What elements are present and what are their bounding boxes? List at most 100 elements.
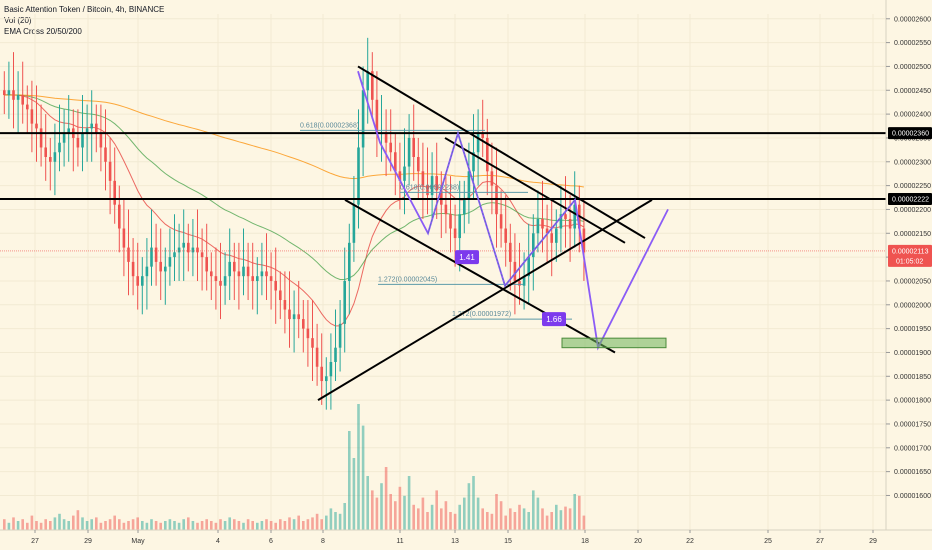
price-tick-label: 0.00002550 (894, 40, 931, 47)
candle-bearish (541, 218, 544, 229)
time-tick-label: 25 (764, 538, 772, 545)
volume-bar (131, 519, 135, 530)
candle-bearish (453, 228, 457, 239)
candle-bearish (136, 276, 139, 286)
candle-bearish (499, 214, 503, 229)
pattern-projection-line (427, 131, 576, 287)
volume-bar (509, 508, 512, 530)
volume-bar (371, 490, 374, 530)
candle-bullish (532, 233, 535, 258)
time-tick-label: 4 (216, 538, 220, 545)
volume-bar (338, 513, 342, 530)
volume-bar (214, 522, 218, 530)
candle-bullish (260, 271, 264, 277)
candle-bullish (343, 280, 346, 324)
candle-bullish (16, 95, 20, 100)
price-tick-label: 0.00002000 (894, 302, 931, 309)
volume-bar (361, 425, 365, 530)
chart-legend: Basic Attention Token / Bitcoin, 4h, BIN… (4, 4, 164, 37)
volume-bar (329, 508, 333, 530)
candle-bearish (219, 280, 222, 286)
volume-bar (394, 501, 397, 530)
volume-bar (237, 521, 241, 530)
volume-bar (472, 476, 475, 530)
channel-lower (344, 199, 616, 354)
candle-bearish (509, 242, 512, 262)
volume-bar (81, 517, 84, 530)
volume-bar (122, 522, 126, 530)
candle-bearish (444, 204, 448, 215)
price-tick-label: 0.00001850 (894, 374, 931, 381)
volume-bar (513, 512, 517, 530)
candle-bearish (122, 228, 126, 248)
time-tick-label: 27 (816, 538, 824, 545)
volume-bar (417, 508, 420, 530)
candle-bullish (463, 199, 466, 215)
volume-bar (486, 512, 489, 530)
candle-bullish (403, 166, 406, 181)
key-level-tag (888, 127, 932, 140)
candle-bullish (334, 347, 337, 362)
volume-bar (223, 521, 227, 530)
candle-bullish (53, 152, 57, 162)
candle-bullish (407, 137, 411, 167)
time-tick-label: 13 (451, 538, 459, 545)
volume-bar (288, 517, 291, 530)
volume-bar (504, 515, 507, 530)
time-tick-label: 8 (321, 538, 325, 545)
time-tick-label: 11 (396, 538, 403, 545)
volume-bar (99, 522, 103, 530)
candle-bearish (196, 247, 199, 253)
price-axis[interactable]: 0.00002600 0.00002550 0.00002500 0.00002450… (885, 0, 932, 530)
price-tick-label: 0.00001950 (894, 326, 931, 333)
candle-bearish (481, 133, 484, 138)
candle-bearish (545, 228, 549, 234)
volume-bar (573, 494, 576, 530)
candle-bullish (173, 252, 176, 258)
volume-bar (343, 503, 346, 530)
time-tick-label: 6 (269, 538, 273, 545)
candle-bearish (76, 137, 80, 148)
candle-bearish (26, 104, 29, 110)
candle-bearish (490, 171, 494, 186)
volume-bar (67, 521, 70, 530)
volume-bar (421, 497, 425, 530)
volume-bar (118, 519, 121, 530)
volume-bar (578, 495, 581, 530)
candle-bearish (49, 157, 52, 162)
volume-bar (545, 515, 549, 530)
candle-bullish (559, 214, 563, 229)
volume-bar (302, 521, 305, 530)
candle-bearish (371, 71, 374, 100)
trendline-lower (317, 199, 653, 401)
candle-bearish (21, 95, 24, 105)
candle-bullish (7, 90, 11, 96)
candle-bearish (513, 261, 517, 281)
volume-bar (306, 519, 310, 530)
volume-bar (453, 513, 457, 530)
candle-bearish (200, 252, 204, 258)
candle-bearish (12, 90, 15, 100)
candle-bearish (568, 218, 572, 229)
candle-bullish (164, 266, 167, 272)
candle-bullish (62, 133, 66, 143)
candle-bullish (476, 133, 480, 153)
candle-bullish (430, 176, 434, 196)
volume-bar (555, 504, 558, 530)
volume-bar (242, 522, 245, 530)
fib-level-label: 0.618(0.00002238) (400, 184, 459, 191)
volume-bar (435, 490, 438, 530)
candle-bullish (325, 376, 328, 382)
time-axis[interactable]: 27 29 May 4 6 8 11 13 15 18 20 22 25 27 29 (0, 529, 932, 545)
candle-bearish (311, 338, 314, 348)
candle-bearish (426, 185, 429, 196)
volume-bar (463, 497, 466, 530)
candle-bearish (389, 142, 392, 153)
candle-bearish (30, 109, 34, 124)
candle-bullish (182, 242, 185, 248)
candle-bullish (472, 152, 475, 172)
volume-bar (311, 517, 314, 530)
volume-bar (352, 458, 356, 530)
candle-bearish (3, 90, 6, 96)
